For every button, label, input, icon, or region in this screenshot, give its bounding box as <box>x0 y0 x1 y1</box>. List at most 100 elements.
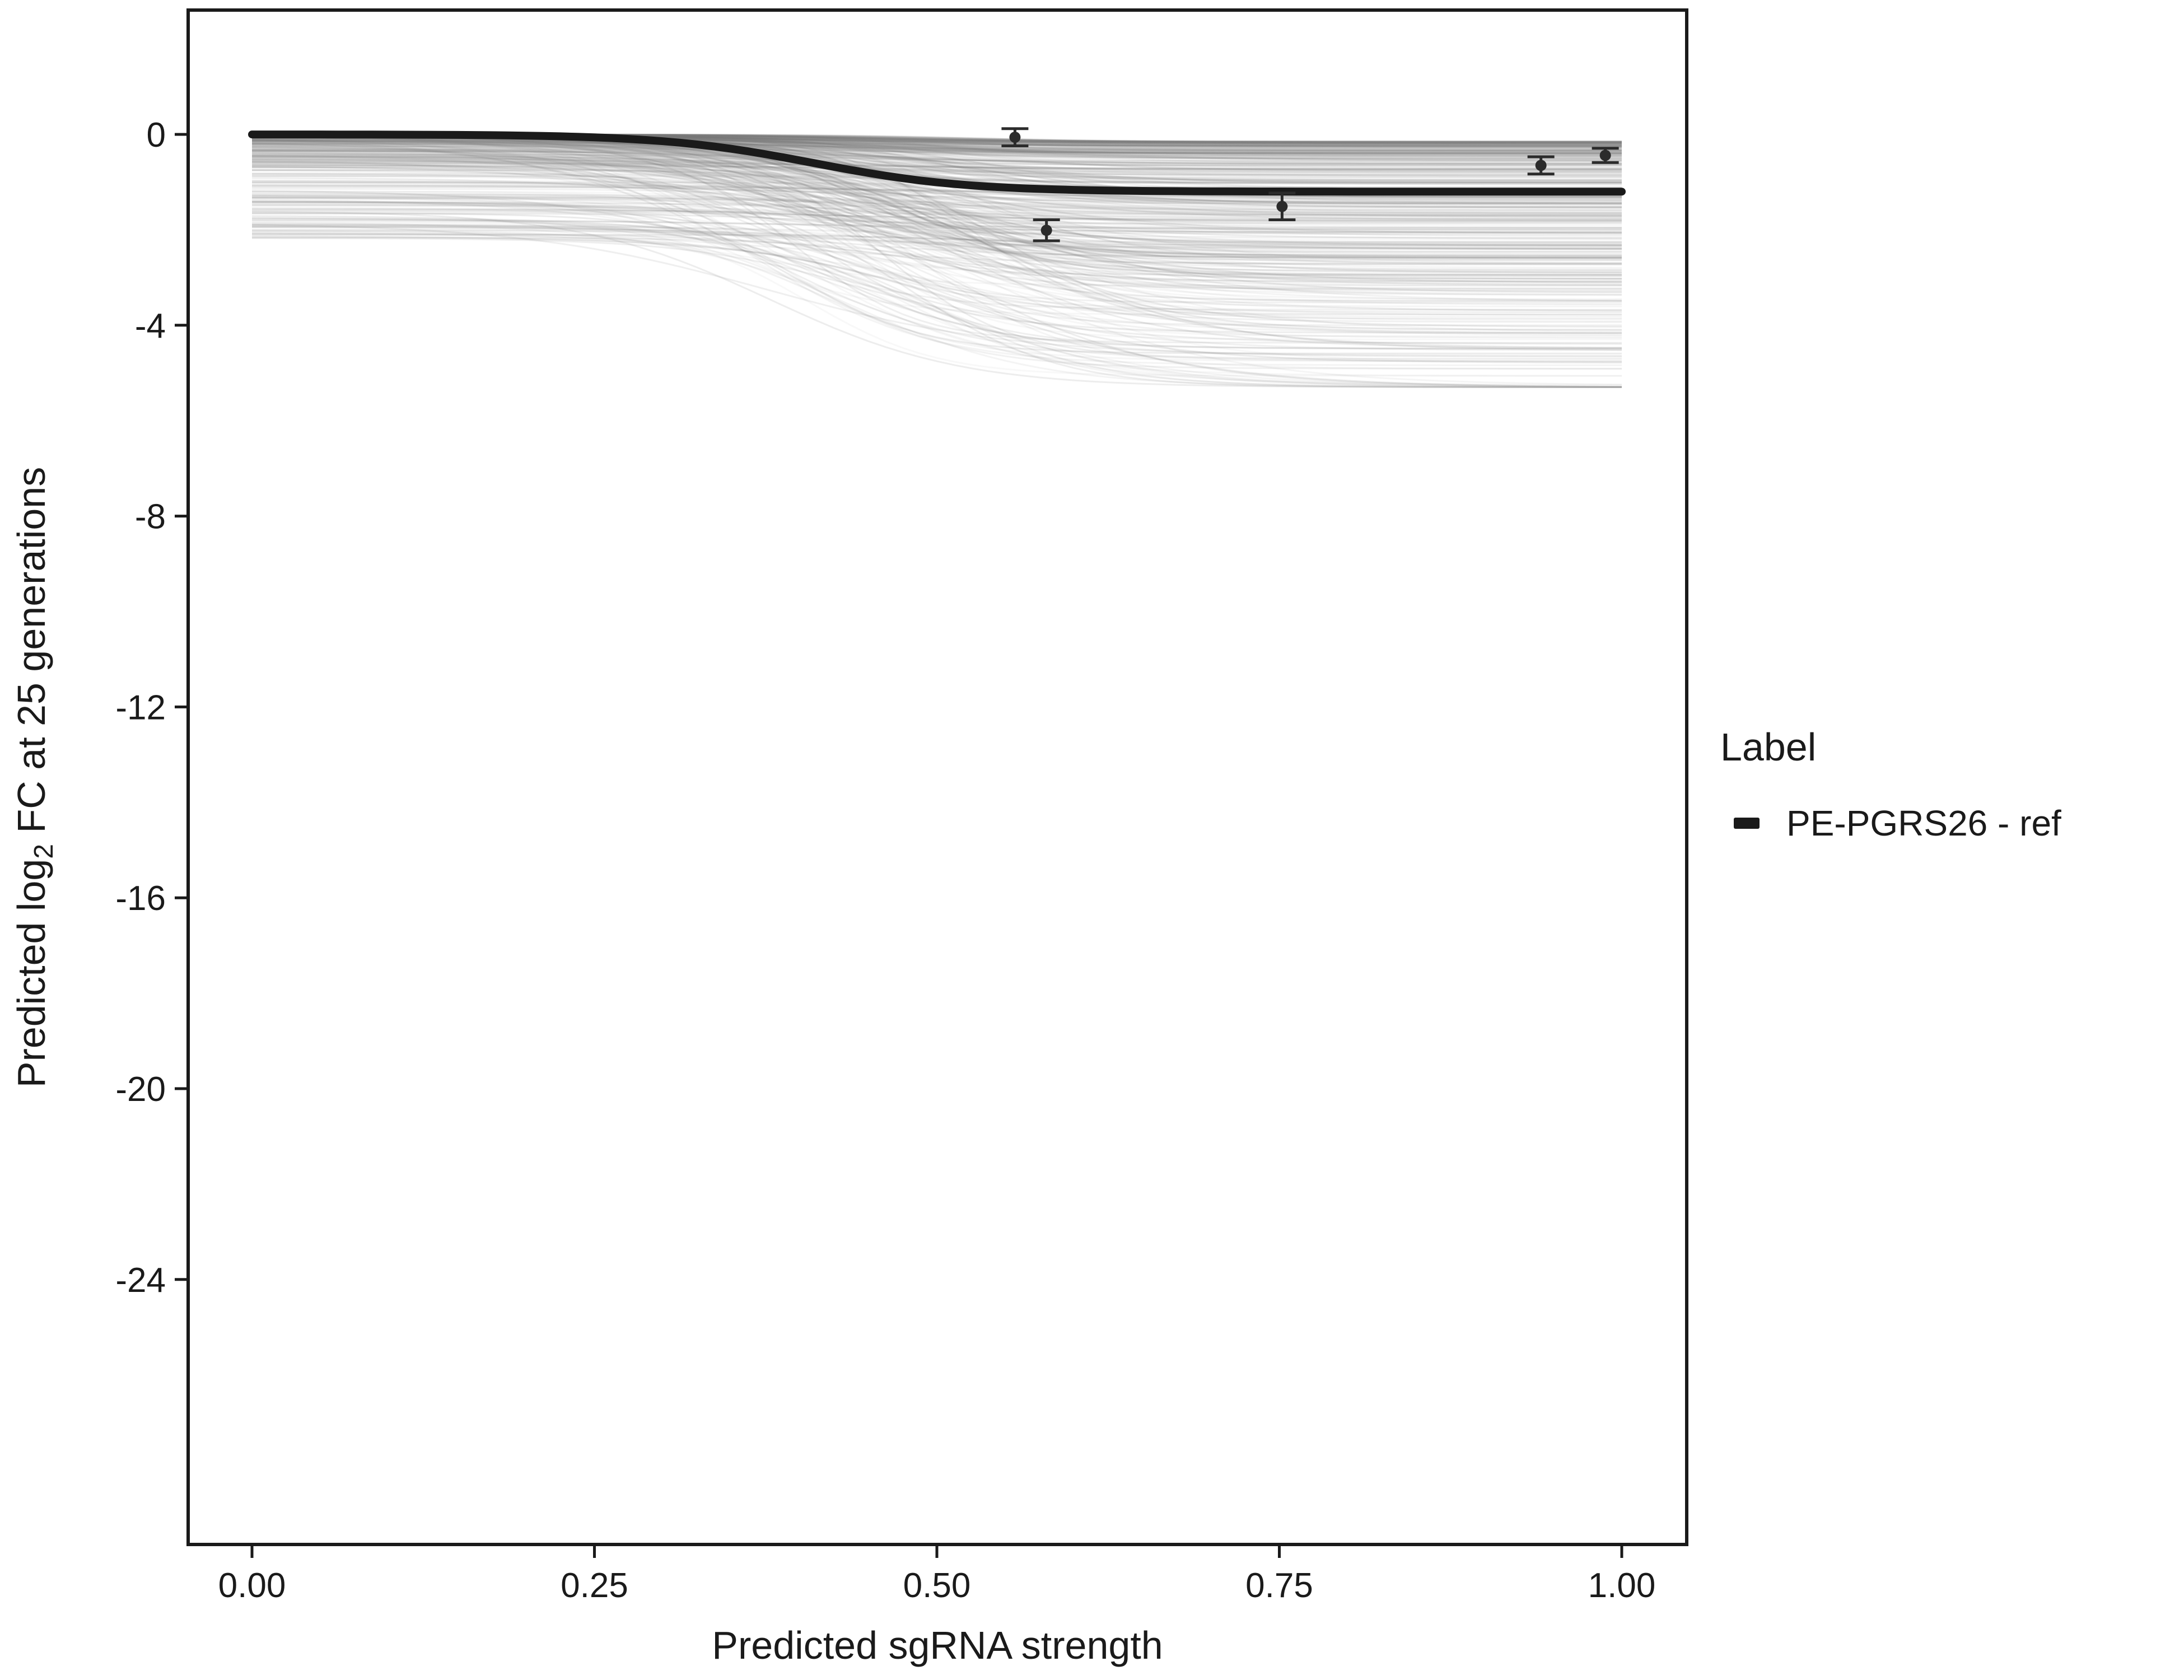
ensemble-curve <box>252 146 1622 171</box>
ensemble-curve <box>252 225 1622 235</box>
data-point <box>1040 225 1052 236</box>
ensemble-curve <box>251 148 1622 307</box>
ensemble-curve <box>252 143 1622 272</box>
ensemble-curve <box>252 142 1622 153</box>
ensemble-curve <box>251 159 1622 388</box>
ensemble-curve <box>252 218 1622 229</box>
ensemble-curve <box>252 139 1622 153</box>
ensemble-curve <box>251 139 1622 161</box>
ensemble-curve <box>252 201 1622 354</box>
ensemble-curve <box>252 159 1622 286</box>
ensemble-curve <box>251 143 1622 377</box>
ensemble-curve <box>252 138 1622 153</box>
ensemble-curve <box>251 144 1622 302</box>
ensemble-curve <box>251 138 1622 283</box>
ensemble-curve <box>251 146 1622 250</box>
ensemble-curve <box>252 184 1622 197</box>
ensemble-curve <box>251 143 1622 312</box>
x-tick-label: 0.25 <box>561 1566 628 1605</box>
ensemble-curve <box>252 190 1622 337</box>
ensemble-curve <box>252 140 1622 150</box>
ensemble-curve <box>251 155 1622 222</box>
ensemble-curve <box>251 158 1622 386</box>
ensemble-curve <box>252 225 1622 279</box>
ensemble-curve <box>252 162 1622 173</box>
ensemble-curve <box>252 148 1622 157</box>
ensemble-curve <box>252 160 1622 170</box>
ensemble-curve <box>252 158 1622 170</box>
ensemble-curve <box>252 164 1622 290</box>
ensemble-curve <box>252 158 1622 170</box>
ensemble-curve <box>252 140 1622 169</box>
ensemble-curve <box>251 156 1622 246</box>
ensemble-curve <box>252 211 1622 228</box>
ensemble-curve <box>252 143 1622 153</box>
ensemble-curve <box>251 223 1622 357</box>
ensemble-curve <box>252 141 1622 199</box>
ensemble-curve <box>252 162 1622 269</box>
ensemble-curve <box>252 139 1622 152</box>
ensemble-curve <box>252 150 1622 185</box>
ensemble-curve <box>251 211 1622 388</box>
ensemble-curve <box>252 143 1622 152</box>
ensemble-curve <box>252 194 1622 221</box>
ensemble-curve <box>252 141 1622 150</box>
y-tick-label: 0 <box>147 116 166 155</box>
ensemble-curve <box>251 143 1622 155</box>
ensemble-curve <box>251 150 1622 181</box>
plot-panel-background <box>188 10 1687 1544</box>
ensemble-curve <box>252 153 1622 174</box>
ensemble-curve <box>251 226 1622 245</box>
ensemble-curve <box>252 143 1622 176</box>
ensemble-curve <box>252 141 1622 318</box>
ensemble-curve <box>251 144 1622 366</box>
ensemble-curve <box>252 145 1622 155</box>
ensemble-curve <box>252 172 1622 283</box>
ensemble-curve <box>251 155 1622 166</box>
ensemble-curve <box>252 174 1622 183</box>
data-point <box>1009 132 1021 143</box>
ensemble-curve <box>251 153 1622 205</box>
ensemble-curve <box>252 142 1622 250</box>
ensemble-curve <box>252 148 1622 165</box>
ensemble-curve <box>252 155 1622 181</box>
ensemble-curve <box>251 137 1622 339</box>
ensemble-curve <box>251 200 1622 285</box>
ensemble-curve <box>252 164 1622 173</box>
y-axis: 0 -4 -8 -12 -16 -20 -24 <box>115 116 188 1300</box>
ensemble-curve <box>252 150 1622 162</box>
ensemble-curve <box>252 190 1622 230</box>
ensemble-curve <box>252 207 1622 388</box>
ensemble-curve <box>251 220 1622 233</box>
ensemble-curve <box>252 175 1622 234</box>
ensemble-curve <box>252 236 1622 287</box>
ensemble-curve <box>252 230 1622 248</box>
ensemble-curve <box>252 193 1622 388</box>
x-axis-title: Predicted sgRNA strength <box>712 1623 1163 1667</box>
ensemble-curve <box>251 218 1622 311</box>
ensemble-curve <box>251 161 1622 259</box>
ensemble-curve <box>251 139 1622 256</box>
ensemble-curve <box>251 164 1622 226</box>
ensemble-curve <box>251 191 1622 250</box>
ensemble-curve <box>252 234 1622 287</box>
ensemble-curve <box>251 156 1622 311</box>
ensemble-curve <box>252 146 1622 158</box>
ensemble-curve <box>251 139 1622 277</box>
reference-curve-layer <box>248 130 1626 196</box>
ensemble-curve <box>252 169 1622 244</box>
ensemble-curve <box>252 143 1622 201</box>
ensemble-curve <box>252 208 1622 231</box>
ensemble-curve <box>251 136 1622 302</box>
ensemble-curve <box>252 142 1622 151</box>
ensemble-curve <box>251 147 1622 264</box>
ensemble-curve <box>251 223 1622 388</box>
ensemble-curve <box>252 188 1622 204</box>
data-point <box>1535 160 1547 171</box>
ensemble-curve <box>251 152 1622 274</box>
ensemble-curve <box>252 201 1622 315</box>
ensemble-curve <box>252 142 1622 152</box>
ensemble-curve <box>251 184 1622 201</box>
ensemble-curve <box>251 140 1622 301</box>
